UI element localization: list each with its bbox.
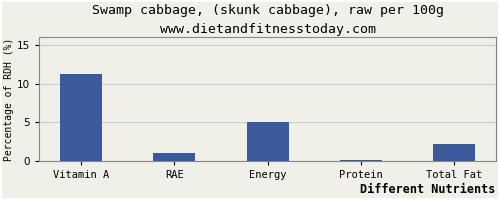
Title: Swamp cabbage, (skunk cabbage), raw per 100g
www.dietandfitnesstoday.com: Swamp cabbage, (skunk cabbage), raw per … [92,4,444,36]
X-axis label: Different Nutrients: Different Nutrients [360,183,496,196]
Bar [154,153,195,161]
Bar [340,160,382,161]
Bar [246,122,288,161]
Bar [60,74,102,161]
Bar [433,144,475,161]
Y-axis label: Percentage of RDH (%): Percentage of RDH (%) [4,37,14,161]
